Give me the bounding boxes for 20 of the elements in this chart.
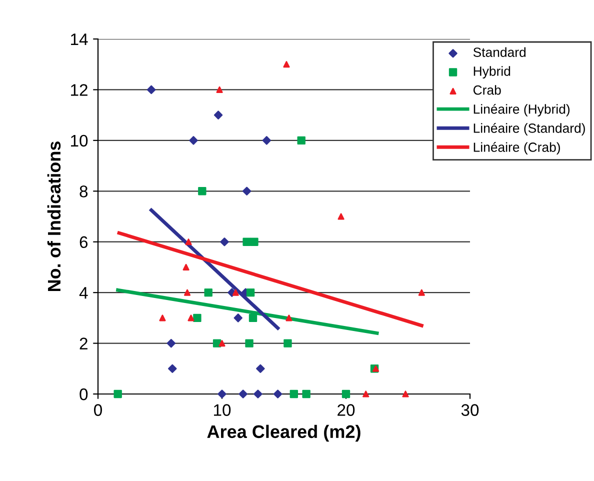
legend-label: Standard xyxy=(473,47,526,57)
y-tick-label: 0 xyxy=(80,388,88,400)
y-tick-label: 4 xyxy=(79,287,88,299)
y-tick-label: 12 xyxy=(71,84,88,96)
y-axis-title: No. of Indications xyxy=(47,142,61,292)
legend-label: Linéaire (Standard) xyxy=(474,123,585,136)
y-tick-label: 10 xyxy=(71,134,88,147)
legend-label: Linéaire (Crab) xyxy=(474,142,560,155)
x-tick-label: 20 xyxy=(338,404,355,416)
x-tick-label: 10 xyxy=(214,404,231,416)
y-tick-label: 6 xyxy=(80,236,88,248)
legend-label: Hybrid xyxy=(474,66,510,78)
x-tick-label: 30 xyxy=(461,404,479,416)
y-tick-label: 14 xyxy=(71,34,88,46)
y-tick-label: 8 xyxy=(80,186,88,198)
x-tick-label: 0 xyxy=(94,404,102,416)
x-axis-title: Area Cleared (m2) xyxy=(207,424,360,442)
y-tick-label: 2 xyxy=(80,338,88,350)
legend-label: Crab xyxy=(473,85,501,95)
legend-label: Linéaire (Hybrid) xyxy=(474,104,570,116)
